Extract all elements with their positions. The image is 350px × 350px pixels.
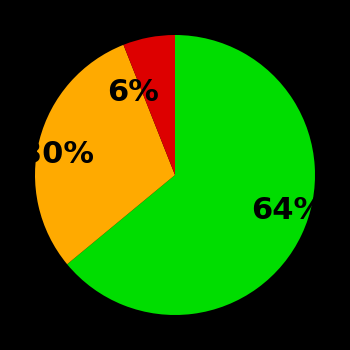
Wedge shape [124, 35, 175, 175]
Text: 6%: 6% [107, 78, 159, 107]
Wedge shape [67, 35, 315, 315]
Text: 30%: 30% [21, 140, 94, 169]
Wedge shape [35, 45, 175, 264]
Text: 64%: 64% [251, 196, 324, 225]
